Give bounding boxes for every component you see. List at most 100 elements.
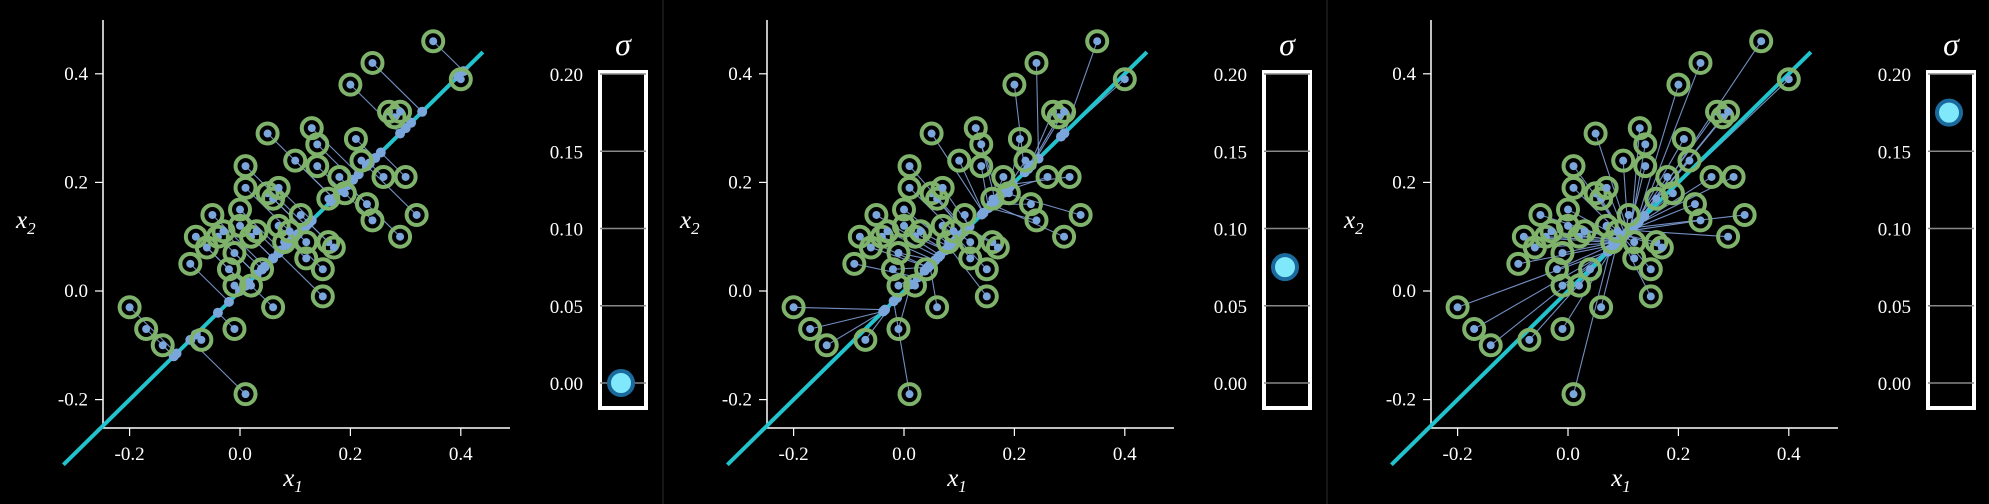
projection-line <box>893 301 911 395</box>
data-point <box>1630 254 1639 263</box>
sigma-label: σ <box>615 26 632 62</box>
data-point <box>905 183 914 192</box>
data-point <box>789 303 798 312</box>
data-point-ring <box>1550 240 1575 265</box>
data-point <box>1021 156 1030 165</box>
x-axis-label: x1 <box>282 465 303 496</box>
data-point-ring <box>1638 257 1663 282</box>
data-point-ring <box>117 295 142 320</box>
data-point <box>1043 172 1052 181</box>
data-point <box>368 216 377 225</box>
data-point <box>241 183 250 192</box>
data-point <box>396 232 405 241</box>
projection-line <box>1035 62 1040 159</box>
data-point-ring <box>930 175 955 200</box>
data-point <box>197 335 206 344</box>
x-tick-label: 0.0 <box>228 444 252 465</box>
data-point <box>1026 200 1035 209</box>
data-point-ring <box>1611 148 1636 173</box>
data-point-ring <box>1052 99 1077 124</box>
data-point <box>1641 162 1650 171</box>
data-point <box>351 134 360 143</box>
data-point-ring <box>886 273 911 298</box>
data-point-ring <box>189 327 214 352</box>
data-point <box>329 243 338 252</box>
data-point-ring <box>1024 208 1049 233</box>
y-tick-label: -0.2 <box>1386 390 1416 411</box>
data-point-ring <box>294 230 319 255</box>
data-point <box>982 292 991 301</box>
data-point <box>894 325 903 334</box>
data-point-ring <box>1112 67 1137 92</box>
data-point <box>1453 303 1462 312</box>
projection-line <box>380 152 406 178</box>
data-point-ring <box>1649 235 1674 260</box>
data-point-ring <box>1561 154 1586 179</box>
data-point <box>1619 156 1628 165</box>
data-point <box>1663 172 1672 181</box>
projection-line <box>1630 128 1641 229</box>
x-tick-label: 0.0 <box>1556 444 1580 465</box>
data-point-ring <box>150 333 175 358</box>
y-tick-label: 0.4 <box>64 64 88 85</box>
data-point-ring <box>1578 257 1603 282</box>
data-point-ring <box>1057 164 1082 189</box>
data-point-ring <box>1583 121 1608 146</box>
sigma-tick-label: 0.00 <box>550 374 583 395</box>
data-point-ring <box>1052 224 1077 249</box>
data-point <box>186 259 195 268</box>
projected-point <box>878 306 889 317</box>
data-point-ring <box>886 240 911 265</box>
data-point <box>850 259 859 268</box>
data-point <box>1657 243 1666 252</box>
data-point-ring <box>903 273 928 298</box>
data-point-ring <box>1002 72 1027 97</box>
sigma-tick-label: 0.15 <box>550 142 583 163</box>
sigma-marker <box>1271 253 1299 282</box>
data-point <box>1470 325 1479 334</box>
data-point-ring <box>914 257 939 282</box>
data-point <box>302 254 311 263</box>
data-point <box>302 238 311 247</box>
data-point-ring <box>892 197 916 222</box>
data-point <box>938 183 947 192</box>
y-tick-label: 0.2 <box>728 172 752 193</box>
data-point <box>241 162 250 171</box>
projection-line <box>931 133 984 214</box>
data-point <box>368 58 377 67</box>
data-point <box>888 265 897 274</box>
projected-point <box>375 147 386 158</box>
data-point <box>1674 80 1683 89</box>
data-point-ring <box>1567 224 1592 249</box>
projection-line <box>929 265 938 308</box>
y-axis-label: x2 <box>679 207 700 238</box>
data-point <box>1646 265 1655 274</box>
projected-point <box>1638 211 1649 222</box>
data-point-ring <box>1517 327 1542 352</box>
sigma-tick-label: 0.00 <box>1878 374 1911 395</box>
data-point-ring <box>1046 105 1071 130</box>
data-point <box>916 227 925 236</box>
scatter-chart-1: -0.2 0.0 0.2 0.4 -0.2 0.0 0.2 0.4 x1 x2 σ 0.20 0.15 0… <box>15 20 648 496</box>
data-point <box>412 210 421 219</box>
data-point <box>900 221 908 230</box>
data-point-ring <box>310 257 335 282</box>
data-point <box>224 265 233 274</box>
data-point <box>291 156 300 165</box>
data-point <box>1586 265 1595 274</box>
data-point <box>1740 210 1749 219</box>
projection-line <box>810 310 884 330</box>
projected-point <box>1055 131 1066 142</box>
data-point <box>357 156 366 165</box>
data-point <box>379 172 388 181</box>
data-point <box>318 265 327 274</box>
data-point <box>960 210 969 219</box>
data-point-ring <box>134 317 159 342</box>
data-point <box>955 156 964 165</box>
scatter-chart-3: -0.2 0.0 0.2 0.4 -0.2 0.0 0.2 0.4 x1 x2 σ 0.20 0.15 0… <box>1343 20 1976 496</box>
sigma-tick-label: 0.05 <box>1214 297 1247 318</box>
data-point <box>1679 134 1688 143</box>
data-point-ring <box>332 181 357 206</box>
data-point-ring <box>1478 333 1503 358</box>
data-point-ring <box>1677 148 1702 173</box>
